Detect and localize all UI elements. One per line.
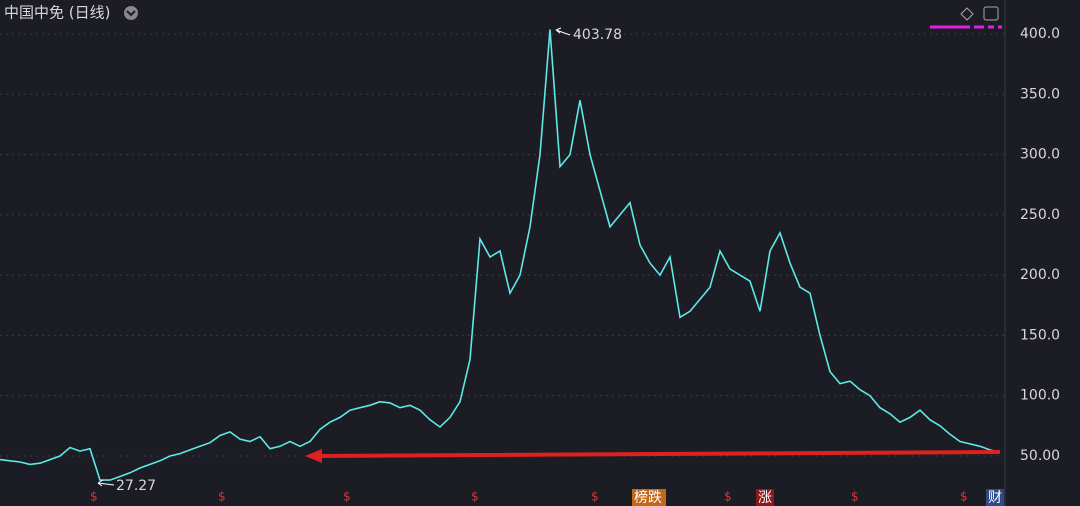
event-label: 榜跌: [634, 489, 662, 506]
event-icon[interactable]: $: [851, 490, 859, 504]
y-tick-label: 50.00: [1020, 448, 1060, 464]
arrow-line: [314, 450, 1001, 458]
y-tick-label: 350.0: [1020, 86, 1060, 102]
plot: 50.00 100.0 150.0 200.0 250.0 300.0 350.0 400.0: [0, 26, 1060, 481]
price-line: [0, 29, 1001, 481]
y-tick-label: 200.0: [1020, 267, 1060, 283]
arrow-head: [305, 449, 322, 463]
diamond-icon[interactable]: [960, 7, 974, 21]
event-icon[interactable]: $: [343, 490, 351, 504]
event-badge[interactable]: [632, 489, 666, 506]
event-icon[interactable]: $: [591, 490, 599, 504]
y-tick-label: 150.0: [1020, 327, 1060, 343]
event-label: 财: [988, 490, 1002, 506]
event-icon[interactable]: $: [960, 490, 968, 504]
y-tick-label: 250.0: [1020, 207, 1060, 223]
high-pointer: [555, 27, 571, 36]
low-label: 27.27: [116, 478, 156, 494]
y-tick-label: 400.0: [1020, 26, 1060, 42]
high-label: 403.78: [573, 27, 622, 43]
y-tick-label: 300.0: [1020, 147, 1060, 163]
y-tick-label: 100.0: [1020, 388, 1060, 404]
event-markers: $ $ $ $ $ $ $ $: [90, 490, 968, 504]
event-icon[interactable]: $: [471, 490, 479, 504]
dropdown-icon[interactable]: [124, 6, 138, 20]
event-icon[interactable]: $: [90, 490, 98, 504]
panel-icon[interactable]: [983, 6, 999, 21]
event-label: 涨: [758, 490, 772, 506]
dropdown-arrow: [126, 10, 136, 17]
event-icon[interactable]: $: [218, 490, 226, 504]
event-badge[interactable]: [986, 489, 1004, 506]
event-icon[interactable]: $: [724, 490, 732, 504]
event-badge[interactable]: [756, 489, 774, 506]
low-pointer: [97, 479, 115, 487]
chart-title: 中国中免 (日线): [4, 4, 110, 22]
